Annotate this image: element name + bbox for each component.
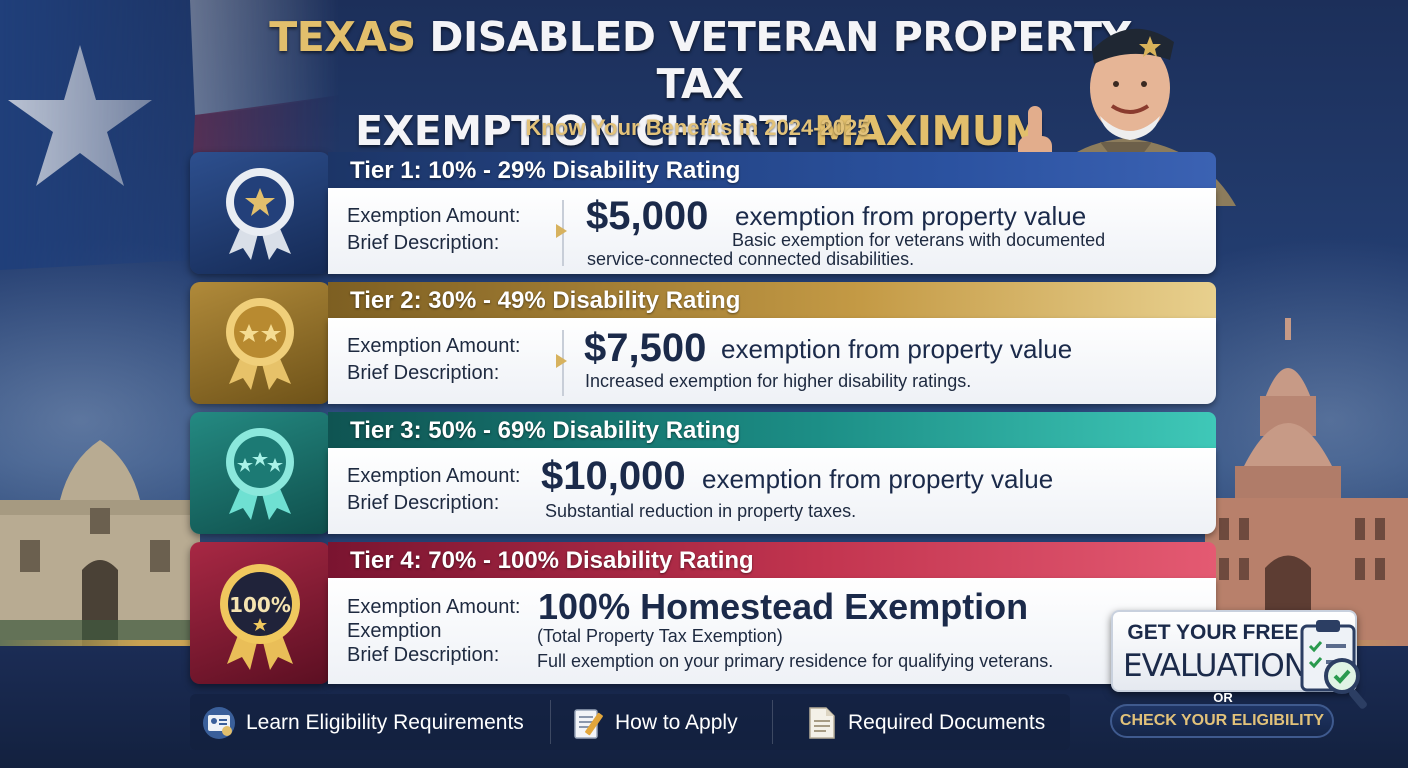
ribbon-three-stars-icon	[226, 428, 294, 520]
link-separator	[550, 700, 551, 744]
notepad-pencil-icon	[574, 709, 603, 739]
tier-3-amount-suffix: exemption from property value	[702, 464, 1054, 494]
alamo-building-icon	[0, 440, 200, 650]
link-eligibility-label: Learn Eligibility Requirements	[246, 711, 524, 734]
tier-3-amount: $10,000	[541, 454, 686, 498]
brief-description-label: Brief Description:	[347, 232, 500, 254]
page-subtitle: Know Your Benefits in 2024-2025	[525, 115, 870, 140]
tier-card-4: 100% Tier 4: 70% - 100% Disability Ratin…	[190, 542, 1216, 684]
tier-1-description-line1: Basic exemption for veterans with docume…	[732, 230, 1106, 250]
tier-2-panel	[328, 318, 1216, 404]
tier-3-description-line1: Substantial reduction in property taxes.	[545, 501, 857, 521]
link-eligibility-requirements[interactable]: Learn Eligibility Requirements	[202, 706, 524, 740]
tier-4-description-line1: Full exemption on your primary residence…	[537, 651, 1054, 671]
link-apply-label: How to Apply	[615, 711, 738, 734]
bottom-links-bar	[190, 694, 1070, 750]
exemption-amount-label: Exemption Amount:	[347, 465, 521, 487]
tier-3-panel	[328, 448, 1216, 534]
tier-4-label: Tier 4: 70% - 100% Disability Rating	[350, 547, 754, 574]
tier-1-panel	[328, 188, 1216, 274]
tier-1-label: Tier 1: 10% - 29% Disability Rating	[350, 157, 741, 184]
tier-2-description-line1: Increased exemption for higher disabilit…	[585, 371, 972, 391]
clipboard-checklist-icon	[1300, 620, 1367, 709]
brief-description-label: Brief Description:	[347, 492, 500, 514]
arrow-right-icon	[556, 354, 567, 368]
cta-line1: GET YOUR FREE	[1127, 621, 1299, 644]
brief-description-label: Brief Description:	[347, 644, 500, 666]
tier-4-header	[328, 542, 1216, 580]
tier-2-amount-suffix: exemption from property value	[721, 334, 1073, 364]
tier-4-badge: 100%	[190, 542, 330, 684]
document-icon	[809, 707, 835, 739]
ribbon-one-star-icon	[226, 168, 294, 260]
link-required-documents[interactable]: Required Documents	[806, 706, 1045, 740]
tier-3-header	[328, 412, 1216, 450]
cta-line2: EVALUATION	[1123, 648, 1307, 684]
link-documents-label: Required Documents	[848, 711, 1046, 734]
tier-3-badge	[190, 412, 330, 534]
exemption-label: Exemption	[347, 620, 442, 642]
tier-1-amount: $5,000	[586, 194, 709, 238]
arrow-right-icon	[556, 224, 567, 238]
link-how-to-apply[interactable]: How to Apply	[571, 706, 738, 740]
tier-2-label: Tier 2: 30% - 49% Disability Rating	[350, 287, 741, 314]
exemption-amount-label: Exemption Amount:	[347, 335, 521, 357]
tier-2-badge	[190, 282, 330, 404]
brief-description-label: Brief Description:	[347, 362, 500, 384]
tier-4-panel	[328, 578, 1216, 684]
tier-4-amount-sub: (Total Property Tax Exemption)	[537, 626, 783, 646]
exemption-amount-label: Exemption Amount:	[347, 205, 521, 227]
tier-card-2: Tier 2: 30% - 49% Disability Rating Exem…	[190, 282, 1216, 404]
tier-2-header	[328, 282, 1216, 320]
tier-card-3: Tier 3: 50% - 69% Disability Rating Exem…	[190, 412, 1216, 534]
tier-card-1: Tier 1: 10% - 29% Disability Rating Exem…	[190, 152, 1216, 274]
tier-1-header	[328, 152, 1216, 190]
tier-1-amount-suffix: exemption from property value	[735, 201, 1087, 231]
tier-4-amount: 100% Homestead Exemption	[538, 586, 1029, 627]
check-eligibility-button[interactable]: CHECK YOUR ELIGIBILITY	[1110, 704, 1334, 738]
ribbon-100-percent-icon: 100%	[220, 564, 300, 670]
tier-1-description-line2: service-connected connected disabilities…	[587, 249, 915, 269]
link-separator	[772, 700, 773, 744]
tier-2-amount: $7,500	[584, 326, 707, 370]
ribbon-two-stars-icon	[226, 298, 294, 390]
exemption-amount-label: Exemption Amount:	[347, 596, 521, 618]
capitol-building-icon	[1205, 318, 1408, 648]
badge-100-text: 100%	[229, 593, 291, 617]
tier-3-label: Tier 3: 50% - 69% Disability Rating	[350, 417, 741, 444]
or-separator: OR	[1213, 690, 1233, 705]
texas-flag-icon	[0, 0, 340, 270]
id-card-icon	[203, 707, 235, 739]
tier-1-badge	[190, 152, 330, 274]
